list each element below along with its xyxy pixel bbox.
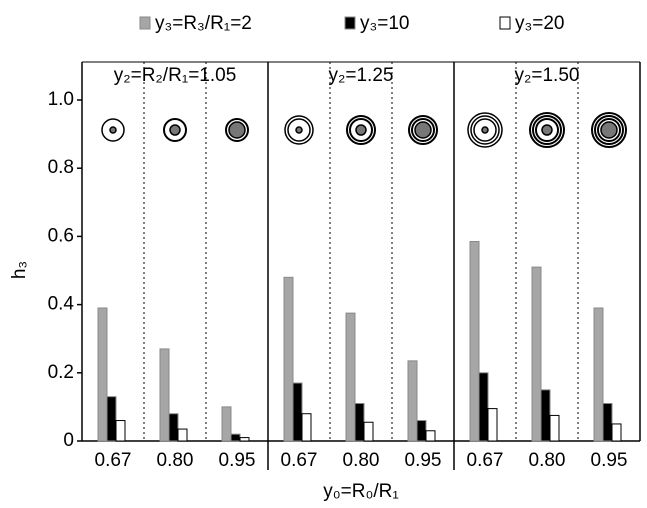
y-tick-label: 0.6: [48, 225, 74, 246]
icon-core: [414, 121, 432, 139]
x-tick-label: 0.95: [219, 450, 256, 471]
bar: [177, 428, 188, 442]
x-tick-label: 0.67: [95, 450, 132, 471]
x-axis-title: y₀=R₀/R₁: [323, 481, 399, 502]
x-tick-label: 0.67: [467, 450, 504, 471]
bar: [283, 276, 294, 442]
x-tick-label: 0.80: [343, 450, 380, 471]
x-tick-label: 0.67: [281, 450, 318, 471]
y-tick-label: 0.8: [48, 157, 74, 178]
icon-ring: [284, 115, 314, 145]
icon-ring: [529, 112, 565, 148]
y-axis-title: h₃: [9, 261, 30, 279]
y-tick-label: 0.4: [48, 294, 75, 315]
icon-core: [355, 124, 367, 136]
icon-ring: [225, 118, 249, 142]
y-tick-label: 0: [63, 430, 74, 451]
y-tick-label: 0.2: [48, 362, 74, 383]
icon-core: [600, 121, 618, 139]
icon-ring: [470, 115, 500, 145]
icon-ring: [532, 115, 562, 145]
bar: [230, 433, 241, 442]
bar: [549, 414, 560, 442]
icon-ring: [163, 118, 187, 142]
bar: [106, 396, 117, 442]
group-label: y₂=1.25: [329, 65, 394, 86]
legend-label: y₃=R₃/R₁=2: [155, 13, 252, 34]
icon-ring: [597, 118, 621, 142]
icon-core: [228, 121, 246, 139]
bar: [478, 372, 489, 442]
icon-core: [541, 124, 553, 136]
icon-core: [109, 126, 117, 134]
bar: [407, 360, 418, 442]
y-tick-label: 1.0: [48, 89, 74, 110]
bar: [301, 413, 312, 442]
x-tick-label: 0.95: [591, 450, 628, 471]
x-tick-label: 0.80: [157, 450, 194, 471]
bar: [425, 430, 436, 442]
icon-ring: [473, 118, 497, 142]
bar: [593, 307, 604, 442]
bar: [487, 408, 498, 442]
icon-ring: [411, 118, 435, 142]
bar: [611, 423, 622, 442]
icon-ring: [101, 118, 125, 142]
group-label: y₂=1.50: [515, 65, 580, 86]
icon-ring: [408, 115, 438, 145]
icon-ring: [349, 118, 373, 142]
bar: [345, 312, 356, 442]
bar: [540, 389, 551, 442]
bar: [168, 413, 179, 442]
legend-swatch: [139, 16, 151, 30]
bar: [416, 420, 427, 442]
x-tick-label: 0.95: [405, 450, 442, 471]
icon-ring: [535, 118, 559, 142]
icon-core: [169, 124, 181, 136]
legend-swatch: [499, 16, 511, 30]
bar: [354, 402, 365, 442]
bar: [239, 437, 250, 442]
bar: [221, 406, 232, 442]
bar: [469, 241, 480, 442]
icon-ring: [287, 118, 311, 142]
x-tick-label: 0.80: [529, 450, 566, 471]
legend-swatch: [344, 16, 356, 30]
icon-ring: [346, 115, 376, 145]
icon-ring: [591, 112, 627, 148]
legend-label: y₃=10: [360, 13, 409, 34]
legend-label: y₃=20: [515, 13, 564, 34]
bar: [531, 266, 542, 442]
bar: [97, 307, 108, 442]
icon-ring: [594, 115, 624, 145]
icon-ring: [467, 112, 503, 148]
icon-core: [295, 126, 303, 134]
group-label: y₂=R₂/R₁=1.05: [114, 65, 237, 86]
bar: [363, 421, 374, 442]
bar: [115, 420, 126, 442]
icon-core: [481, 126, 489, 134]
bar: [602, 402, 613, 442]
bar: [292, 382, 303, 442]
bar: [159, 348, 170, 442]
